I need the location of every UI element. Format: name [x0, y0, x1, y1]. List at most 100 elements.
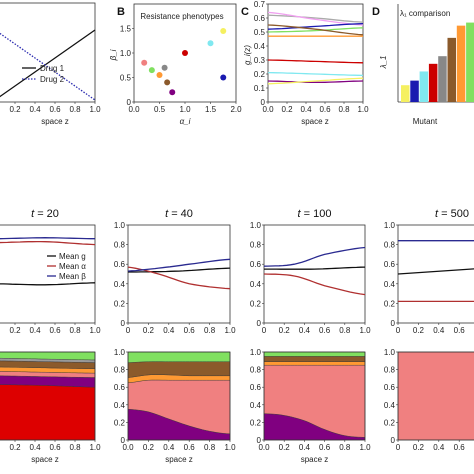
- panel-a-xtick-label: 0.2: [9, 105, 21, 114]
- panel-c-xtick-label: 0.2: [281, 105, 293, 114]
- title-variable: t: [31, 208, 35, 220]
- panel-s40-xtick-label: 0.0: [122, 443, 134, 452]
- bar: [456, 25, 466, 102]
- panel-t500-title: t = 500: [435, 208, 469, 220]
- panel-t500-xtick-label: 0.6: [454, 326, 466, 335]
- panel-t40-ytick-label: 0.6: [114, 260, 126, 269]
- panel-s40-ytick-label: 0.8: [114, 366, 126, 375]
- panel-c-xtick-label: 0.6: [319, 105, 331, 114]
- panel-s40-ytick-label: 0.6: [114, 383, 126, 392]
- panel-a-xtick-label: 1.0: [89, 105, 101, 114]
- panel-s20-xtick-label: 0.4: [29, 443, 41, 452]
- panel-t40-xtick-label: 0.2: [143, 326, 155, 335]
- panel-s40-ytick-label: 1.0: [114, 348, 126, 357]
- panel-s500-ytick-label: 1.0: [384, 348, 396, 357]
- panel-c-ylabel: g_i(z): [243, 45, 252, 65]
- panel-s100-ytick-label: 0: [257, 436, 262, 445]
- panel-s40-xtick-label: 0.4: [163, 443, 175, 452]
- panel-c-ytick-label: 0.1: [254, 84, 266, 93]
- panel-s40: 0 0.2 0.4 0.6 0.8 1.0 0.0 0.2 0.4 0.6 0.8 1.0 space …: [114, 348, 236, 464]
- panel-t40-xtick-label: 0.8: [204, 326, 216, 335]
- panel-b-xtick-label: 2.0: [230, 105, 242, 114]
- panel-s100-xtick-label: 0.4: [299, 443, 311, 452]
- panel-s100-frame: [263, 351, 366, 441]
- panel-s40-xtick-label: 0.2: [143, 443, 155, 452]
- panel-c-ytick-label: 0.4: [254, 42, 266, 51]
- panel-t500-ytick-label: 0.6: [384, 260, 396, 269]
- panel-a-xtick-label: 0.8: [69, 105, 81, 114]
- panel-d-xlabel: Mutant: [413, 117, 438, 126]
- panel-s500-xtick-label: 0: [396, 443, 401, 452]
- panel-t100-ytick-label: 0.4: [250, 280, 262, 289]
- area-layer: [127, 351, 231, 363]
- panel-s100: 0 0.2 0.4 0.6 0.8 1.0 0.0 0.2 0.4 0.6 0.8 1.0 space …: [250, 348, 371, 464]
- panel-b-ytick-label: 0: [127, 98, 132, 107]
- panel-c-ytick-label: 0: [261, 98, 266, 107]
- panel-t20-title: t = 20: [31, 208, 59, 220]
- panel-t100-line-mean-alpha: [263, 273, 366, 296]
- scatter-point: [220, 27, 227, 34]
- panel-b-xtick-label: 1.5: [205, 105, 217, 114]
- panel-a-xlabel: space z: [41, 117, 69, 126]
- panel-c-xtick-label: 0.0: [262, 105, 274, 114]
- panel-t20-line-mean-g: [0, 282, 96, 286]
- bar: [447, 37, 456, 102]
- panel-b-xtick-label: 0.0: [128, 105, 140, 114]
- panel-t100-xtick-label: 0.6: [319, 326, 331, 335]
- panel-t40-xtick-label: 1.0: [224, 326, 236, 335]
- panel-s500-ytick-label: 0.6: [384, 383, 396, 392]
- panel-t40: t = 40 0 0.2 0.4 0.6 0.8 1.0 0 0.2 0.4 0.6 0.8 1.0: [114, 208, 236, 335]
- legend-label: Drug 1: [40, 64, 65, 73]
- panel-s20-xlabel: space z: [31, 455, 59, 464]
- panel-s100-xtick-label: 0.0: [258, 443, 270, 452]
- panel-s100-ytick-label: 1.0: [250, 348, 262, 357]
- panel-t100-ytick-label: 0.2: [250, 299, 262, 308]
- panel-s20-xtick-label: 0.2: [9, 443, 21, 452]
- bar: [419, 71, 429, 102]
- panel-t40-xtick-label: 0.6: [184, 326, 196, 335]
- panel-t100-xtick-label: 0.8: [339, 326, 351, 335]
- panel-t40-line-mean-g: [128, 267, 231, 273]
- panel-b-ytick-label: 1.0: [120, 49, 132, 58]
- scatter-point: [156, 72, 163, 79]
- panel-t500-xtick-label: 0.2: [413, 326, 425, 335]
- panel-b-ytick-label: 1.5: [120, 25, 132, 34]
- panel-d-title: λ₁ comparison: [400, 9, 450, 18]
- title-value: = 20: [34, 208, 59, 220]
- title-variable: t: [435, 208, 439, 220]
- bar: [438, 56, 447, 102]
- title-variable: t: [165, 208, 169, 220]
- panel-s20: 0.2 0.4 0.6 0.8 1.0 space z: [0, 351, 101, 464]
- panel-c-series-line: [267, 71, 364, 77]
- panel-s100-xtick-label: 0.8: [339, 443, 351, 452]
- panel-c-series-line: [267, 24, 364, 36]
- panel-t500-ytick-label: 1.0: [384, 221, 396, 230]
- panel-t20-xtick-label: 0.2: [9, 326, 21, 335]
- panel-t20-frame: [0, 224, 96, 324]
- panel-a-xtick-label: 0.4: [29, 105, 41, 114]
- panel-b: B 0.0 0.5 1.0 1.5 2.0 0 0.5 1.0 1.5 Resistance phe…: [109, 3, 242, 126]
- panel-t100-ytick-label: 1.0: [250, 221, 262, 230]
- panel-letter-b: B: [117, 6, 125, 18]
- panel-s20-frame: [0, 351, 96, 441]
- panel-s500-ytick-label: 0: [391, 436, 396, 445]
- panel-s40-xtick-label: 0.8: [204, 443, 216, 452]
- panel-b-ytick-label: 0.5: [120, 74, 132, 83]
- panel-t500: t = 500 0 0.2 0.4 0.6 0.8 1.0 0 0.2 0.4 0.6: [384, 208, 474, 335]
- panel-t100-ytick-label: 0: [257, 319, 262, 328]
- panel-a-legend: Drug 1 Drug 2: [22, 64, 65, 84]
- panel-s100-xtick-label: 1.0: [359, 443, 371, 452]
- panel-c-series-line: [267, 77, 364, 85]
- panel-s100-xlabel: space z: [301, 455, 329, 464]
- panel-t40-frame: [127, 224, 231, 324]
- panel-d-ylabel: λ_1: [379, 56, 388, 70]
- panel-a-frame: [0, 2, 96, 103]
- panel-c-ytick-label: 0.3: [254, 56, 266, 65]
- area-layer: [127, 361, 231, 378]
- panel-s100-xtick-label: 0.6: [319, 443, 331, 452]
- panel-s40-frame: [127, 351, 231, 441]
- legend-label: Mean g: [59, 252, 86, 261]
